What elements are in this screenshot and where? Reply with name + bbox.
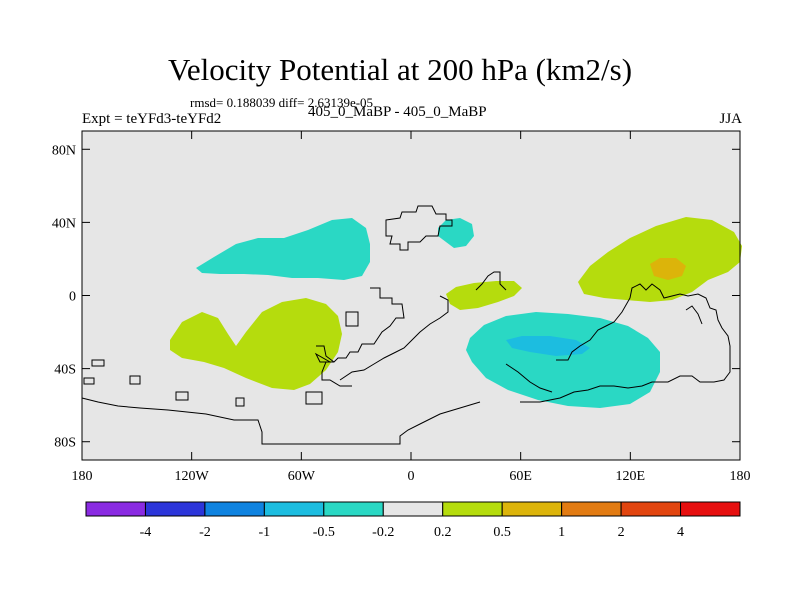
axis-ticks — [81, 131, 741, 460]
colorbar-label: 0.5 — [493, 525, 511, 540]
y-tick-label: 80N — [52, 143, 76, 158]
contour-pos-south-pacific — [170, 298, 342, 390]
x-tick-label: 180 — [72, 469, 93, 484]
coastline-madagascar — [345, 311, 359, 327]
contour-fills — [170, 217, 742, 408]
x-tick-label: 60E — [509, 469, 532, 484]
colorbar-swatch — [442, 501, 503, 517]
y-tick-label: 0 — [69, 290, 76, 305]
colorbar — [85, 501, 741, 517]
colorbar-swatch — [501, 501, 563, 517]
x-axis-labels: 180 120W 60W 0 60E 120E 180 — [72, 469, 751, 484]
coastline-southeast-asia — [685, 305, 703, 325]
season-label: JJA — [719, 111, 742, 127]
coastline-eurasia — [385, 205, 453, 251]
x-tick-label: 120W — [175, 469, 210, 484]
contour-pos-central-africa — [446, 281, 522, 310]
coastline-arabia — [475, 271, 507, 291]
colorbar-swatch — [561, 501, 622, 517]
y-tick-label: 40N — [52, 216, 76, 231]
coastline-south-america — [314, 345, 335, 363]
coastline-africa-west — [321, 287, 405, 387]
colorbar-label: -1 — [259, 525, 271, 540]
colorbar-label: -0.5 — [313, 525, 335, 540]
colorbar-label: 1 — [558, 525, 565, 540]
contour-neg-pacific-north — [196, 218, 370, 280]
colorbar-swatch — [263, 501, 325, 517]
y-tick-label: 40S — [54, 363, 76, 378]
stats-line: rmsd= 0.188039 diff= 2.63139e-05 — [190, 95, 374, 110]
colorbar-label: 0.2 — [434, 525, 452, 540]
x-tick-label: 0 — [408, 469, 415, 484]
colorbar-swatch — [680, 501, 741, 517]
y-tick-label: 80S — [54, 436, 76, 451]
coastlines — [81, 205, 731, 445]
x-tick-label: 120E — [616, 469, 646, 484]
plot-title: Velocity Potential at 200 hPa (km2/s) — [167, 52, 633, 87]
colorbar-label: 4 — [677, 525, 684, 540]
colorbar-labels: -4 -2 -1 -0.5 -0.2 0.2 0.5 1 2 4 — [140, 525, 684, 540]
colorbar-label: -4 — [140, 525, 152, 540]
colorbar-swatch — [382, 501, 444, 517]
colorbar-swatch — [323, 501, 384, 517]
case-subtitle: 405_0_MaBP - 405_0_MaBP — [308, 104, 487, 120]
colorbar-label: -2 — [199, 525, 211, 540]
contour-pos-west-pacific-core — [650, 258, 686, 280]
coastline-africa-east — [339, 295, 449, 381]
colorbar-swatch — [85, 501, 146, 517]
experiment-label: Expt = teYFd3-teYFd2 — [82, 111, 222, 127]
colorbar-swatch — [204, 501, 265, 517]
coastline-india-asia — [520, 283, 731, 403]
y-axis-labels: 80N 40N 0 40S 80S — [52, 143, 76, 450]
x-tick-label: 60W — [288, 469, 316, 484]
contour-neg-indian-core — [506, 336, 590, 356]
coastline-pacific-islands — [83, 359, 323, 407]
colorbar-swatch — [620, 501, 682, 517]
coastline-indonesia — [505, 363, 553, 393]
colorbar-label: -0.2 — [372, 525, 394, 540]
colorbar-label: 2 — [618, 525, 625, 540]
x-tick-label: 180 — [730, 469, 751, 484]
colorbar-swatch — [144, 501, 206, 517]
coastline-antarctic-margin — [81, 397, 481, 445]
